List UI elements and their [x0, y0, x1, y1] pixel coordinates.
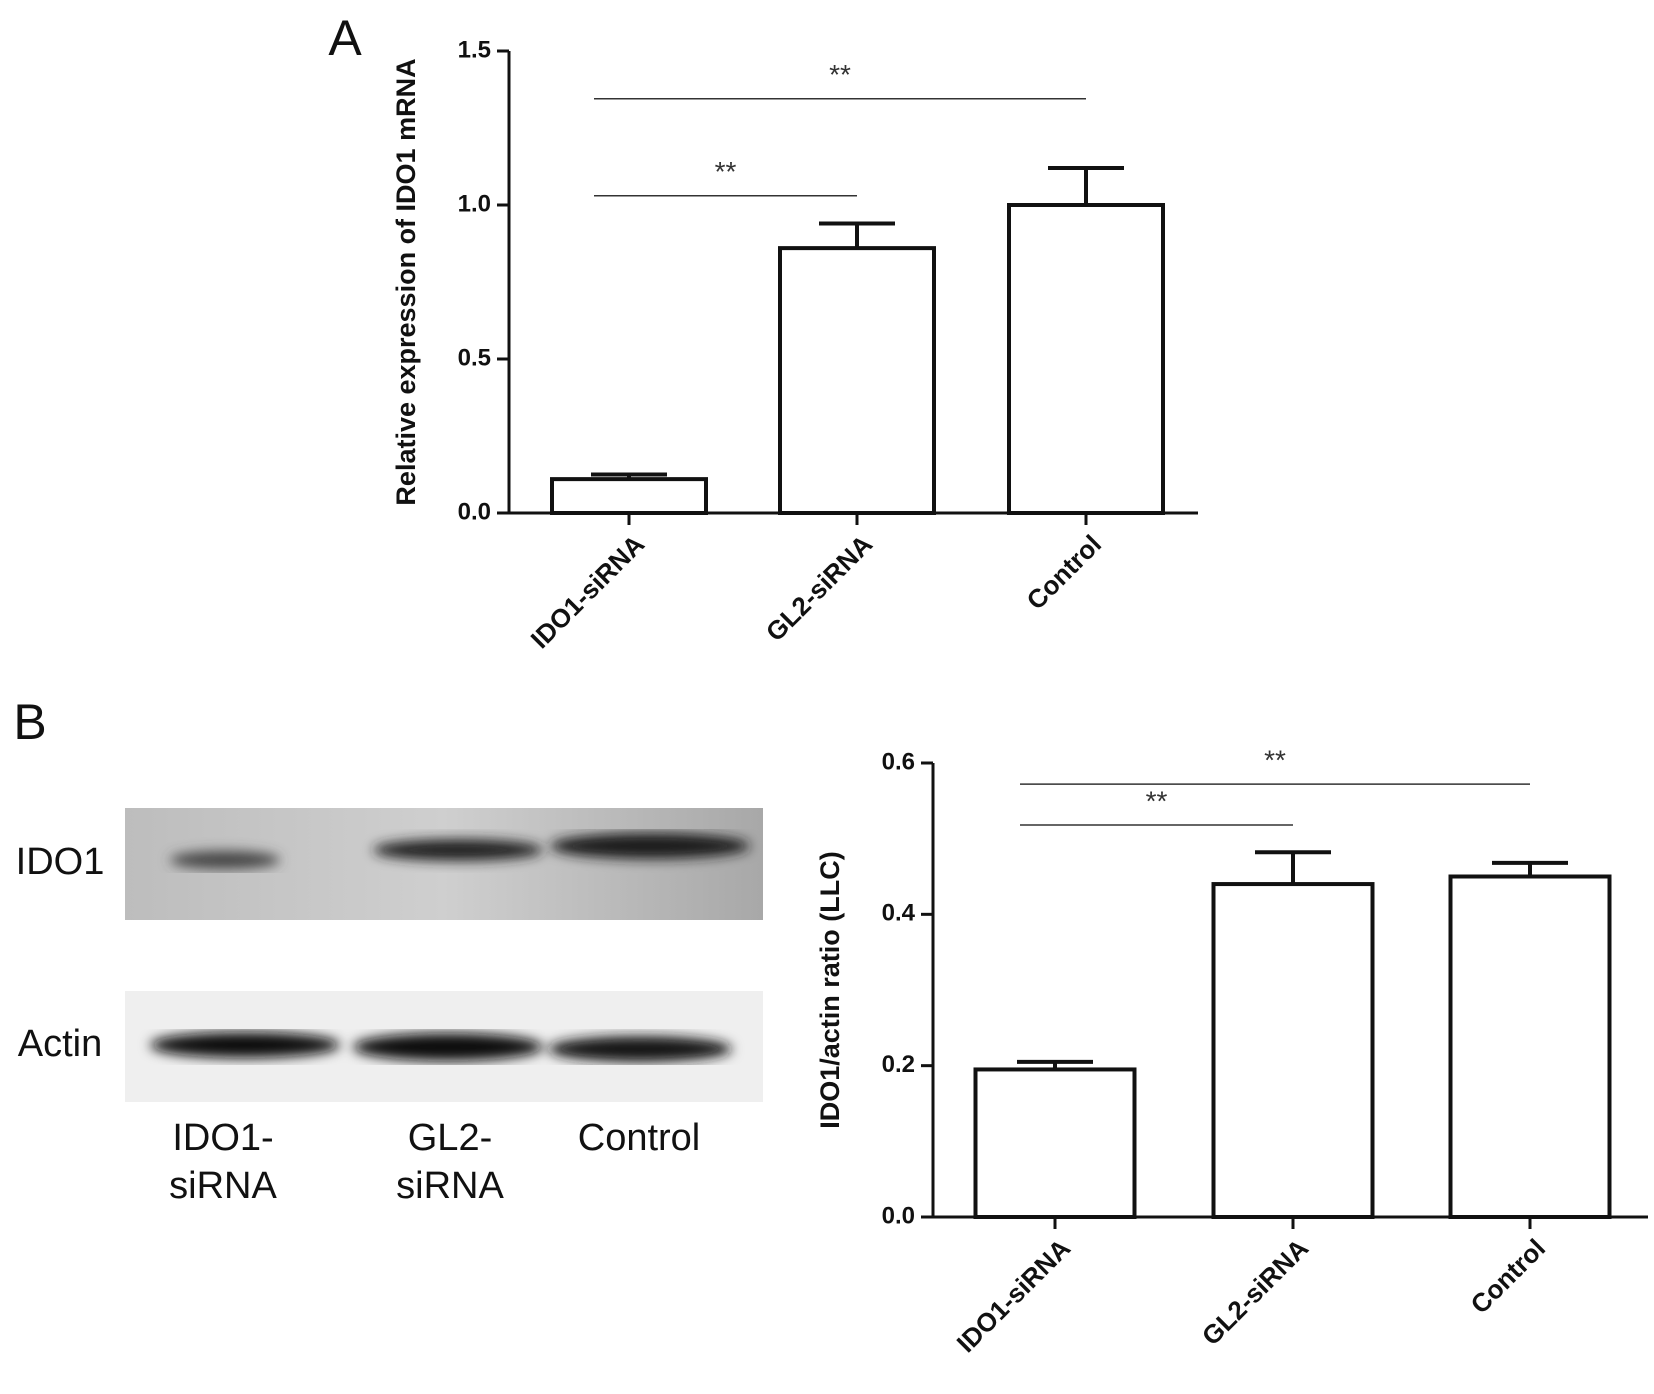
y-tick-label: 0.5: [458, 344, 491, 371]
western-blot: [125, 808, 763, 1102]
blot-lane-label: IDO1-: [172, 1117, 273, 1159]
bar: [1007, 203, 1165, 515]
blot-row-label: IDO1: [16, 841, 105, 883]
y-tick-label: 0.6: [882, 748, 915, 775]
bar: [1211, 882, 1375, 1219]
blot-row-label: Actin: [18, 1023, 102, 1065]
blot-lane-label: siRNA: [396, 1165, 504, 1207]
blot-lane-label: GL2-: [408, 1117, 492, 1159]
x-tick-label: GL2-siRNA: [760, 529, 878, 647]
y-tick-label: 0.2: [882, 1051, 915, 1078]
bar: [1448, 874, 1612, 1219]
x-tick-label: GL2-siRNA: [1196, 1233, 1314, 1351]
blot-lane-label: siRNA: [169, 1165, 277, 1207]
panel-label: A: [328, 10, 362, 66]
y-tick-label: 0.0: [882, 1202, 915, 1229]
significance-label: **: [1264, 745, 1286, 776]
bar: [973, 1067, 1137, 1219]
x-tick-label: IDO1-siRNA: [525, 529, 651, 655]
significance-label: **: [1146, 785, 1168, 816]
y-tick-label: 0.0: [458, 498, 491, 525]
blot-lane-label: Control: [578, 1117, 701, 1159]
x-tick-label: IDO1-siRNA: [951, 1233, 1077, 1359]
x-tick-label: Control: [1465, 1233, 1552, 1320]
y-tick-label: 0.4: [882, 900, 916, 927]
significance-label: **: [715, 156, 737, 187]
x-tick-label: Control: [1021, 529, 1108, 616]
y-tick-label: 1.5: [458, 36, 491, 63]
y-axis-label: Relative expression of IDO1 mRNA: [391, 58, 421, 505]
significance-label: **: [829, 59, 851, 90]
bar: [550, 477, 708, 515]
panel-label: B: [13, 694, 46, 750]
y-axis-label: IDO1/actin ratio (LLC): [815, 851, 845, 1129]
y-tick-label: 1.0: [458, 190, 491, 217]
bar: [778, 246, 936, 515]
